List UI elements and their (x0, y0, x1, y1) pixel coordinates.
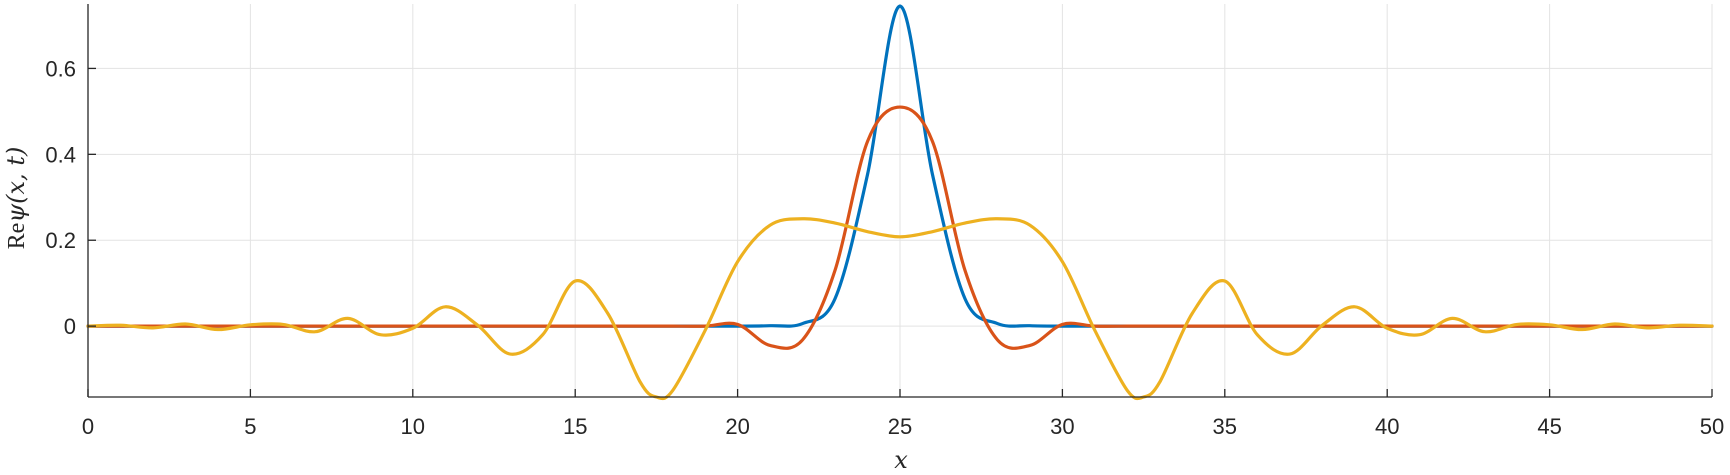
x-tick-label: 5 (244, 414, 256, 439)
axes (87, 4, 1713, 398)
x-tick-label: 0 (82, 414, 94, 439)
y-tick-label: 0 (64, 314, 76, 339)
x-tick-label: 10 (401, 414, 425, 439)
x-tick-label: 35 (1213, 414, 1237, 439)
x-tick-label: 20 (725, 414, 749, 439)
plot-area (86, 4, 1714, 401)
x-tick-label: 45 (1537, 414, 1561, 439)
tick-labels: 0 5 10 15 20 25 30 35 40 45 50 0 0.2 0.4 0.6 (45, 56, 1724, 439)
x-tick-label: 40 (1375, 414, 1399, 439)
y-axis-label: Reψ(x, t) (2, 147, 30, 250)
y-tick-label: 0.6 (45, 56, 76, 81)
x-tick-label: 15 (563, 414, 587, 439)
y-axis-label-prefix: Re (4, 223, 30, 250)
series-line-2 (86, 105, 1714, 350)
y-tick-label: 0.4 (45, 142, 76, 167)
x-tick-label: 25 (888, 414, 912, 439)
grid (87, 4, 1713, 397)
x-axis-label: x (894, 446, 908, 474)
y-axis-label-body: ψ(x, t) (2, 147, 30, 223)
y-tick-label: 0.2 (45, 228, 76, 253)
x-tick-label: 30 (1050, 414, 1074, 439)
x-tick-label: 50 (1700, 414, 1724, 439)
series-line-3 (86, 217, 1714, 401)
